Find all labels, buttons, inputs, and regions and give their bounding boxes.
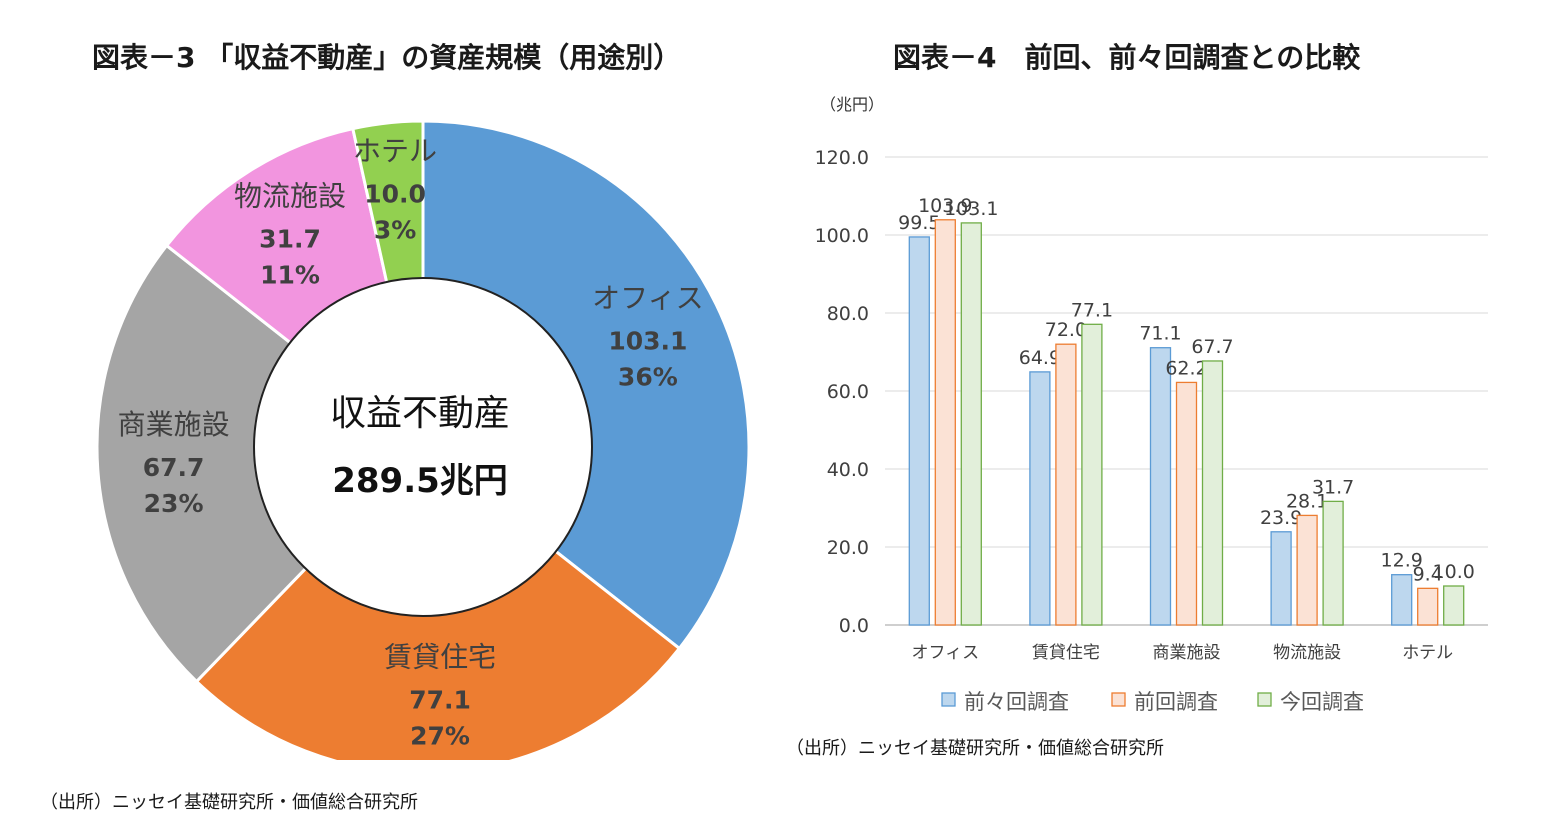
x-tick-label: 物流施設 [1273,643,1341,663]
donut-percent-label: 36% [618,363,678,392]
bar-value-label: 64.9 [1019,347,1061,369]
y-tick-label: 120.0 [815,147,869,169]
bar-value-label: 103.1 [944,198,998,220]
y-tick-label: 100.0 [815,225,869,247]
legend-label: 前々回調査 [964,690,1069,714]
bar-value-label: 10.0 [1433,561,1475,583]
x-tick-label: オフィス [911,643,979,663]
bar-value-label: 67.7 [1191,336,1233,358]
x-tick-label: 商業施設 [1153,643,1221,663]
bar [1055,343,1077,626]
legend-swatch [1111,692,1126,707]
donut-value-label: 67.7 [143,453,205,482]
bar-value-label: 77.1 [1071,299,1113,321]
right-chart-title: 図表－4 前回、前々回調査との比較 [893,41,1361,74]
donut-center-total: 289.5兆円 [332,461,508,501]
donut-slice [421,119,751,651]
legend-label: 前回調査 [1134,690,1218,714]
bar [1296,514,1318,626]
bar [1201,360,1224,626]
donut-category-label: 物流施設 [234,179,346,212]
bar [960,222,982,626]
left-source-note: （出所）ニッセイ基礎研究所・価値総合研究所 [40,792,418,813]
right-source-note: （出所）ニッセイ基礎研究所・価値総合研究所 [786,738,1164,759]
donut-value-label: 103.1 [608,327,687,356]
y-unit-label: （兆円） [820,95,884,114]
donut-center-label: 収益不動産 [330,393,510,434]
donut-category-label: 賃貸住宅 [384,640,496,673]
bar-value-label: 23.9 [1260,507,1302,529]
bar [1175,381,1198,626]
bar-value-label: 62.2 [1165,357,1207,379]
bar-value-label: 99.5 [898,212,940,234]
bar-value-label: 28.1 [1286,490,1328,512]
bar [1149,347,1172,626]
donut-category-label: オフィス [592,282,703,315]
donut-hole [253,277,593,617]
donut-percent-label: 23% [144,489,204,518]
bar-value-label: 103.9 [918,195,972,217]
y-tick-label: 80.0 [827,303,869,325]
bar [1081,323,1103,626]
donut-category-label: 商業施設 [118,408,230,441]
x-tick-label: 賃貸住宅 [1032,643,1100,663]
bar [1322,500,1344,626]
legend-label: 今回調査 [1280,690,1364,714]
bar [1029,371,1051,626]
y-tick-label: 60.0 [827,381,869,403]
bar [1270,531,1292,626]
bar-value-label: 12.9 [1381,550,1423,572]
donut-value-label: 31.7 [259,224,321,253]
donut-chart: 収益不動産 289.5兆円 オフィス 103.1 36% 賃貸住宅 77.1 27% 商業施… [95,119,751,760]
legend-swatch [941,692,956,707]
donut-category-label: ホテル [353,135,437,168]
bar-value-label: 31.7 [1312,476,1354,498]
y-tick-label: 40.0 [827,459,869,481]
donut-percent-label: 11% [260,260,320,289]
donut-percent-label: 3% [374,216,416,245]
y-tick-label: 20.0 [827,537,869,559]
donut-value-label: 77.1 [409,685,471,714]
bar-value-label: 71.1 [1139,323,1181,345]
donut-value-label: 10.0 [364,180,426,209]
bar [1391,574,1413,626]
bar [934,219,956,626]
bar-value-label: 9.4 [1413,563,1443,585]
donut-percent-label: 27% [410,721,470,750]
y-tick-label: 0.0 [839,615,869,637]
x-tick-label: ホテル [1402,643,1453,663]
legend-swatch [1257,692,1272,707]
bar [908,236,930,626]
bar [1417,587,1439,626]
bar-value-label: 72.0 [1045,319,1087,341]
left-chart-title: 図表－3 「収益不動産」の資産規模（用途別） [92,41,682,74]
bar [1443,585,1465,626]
